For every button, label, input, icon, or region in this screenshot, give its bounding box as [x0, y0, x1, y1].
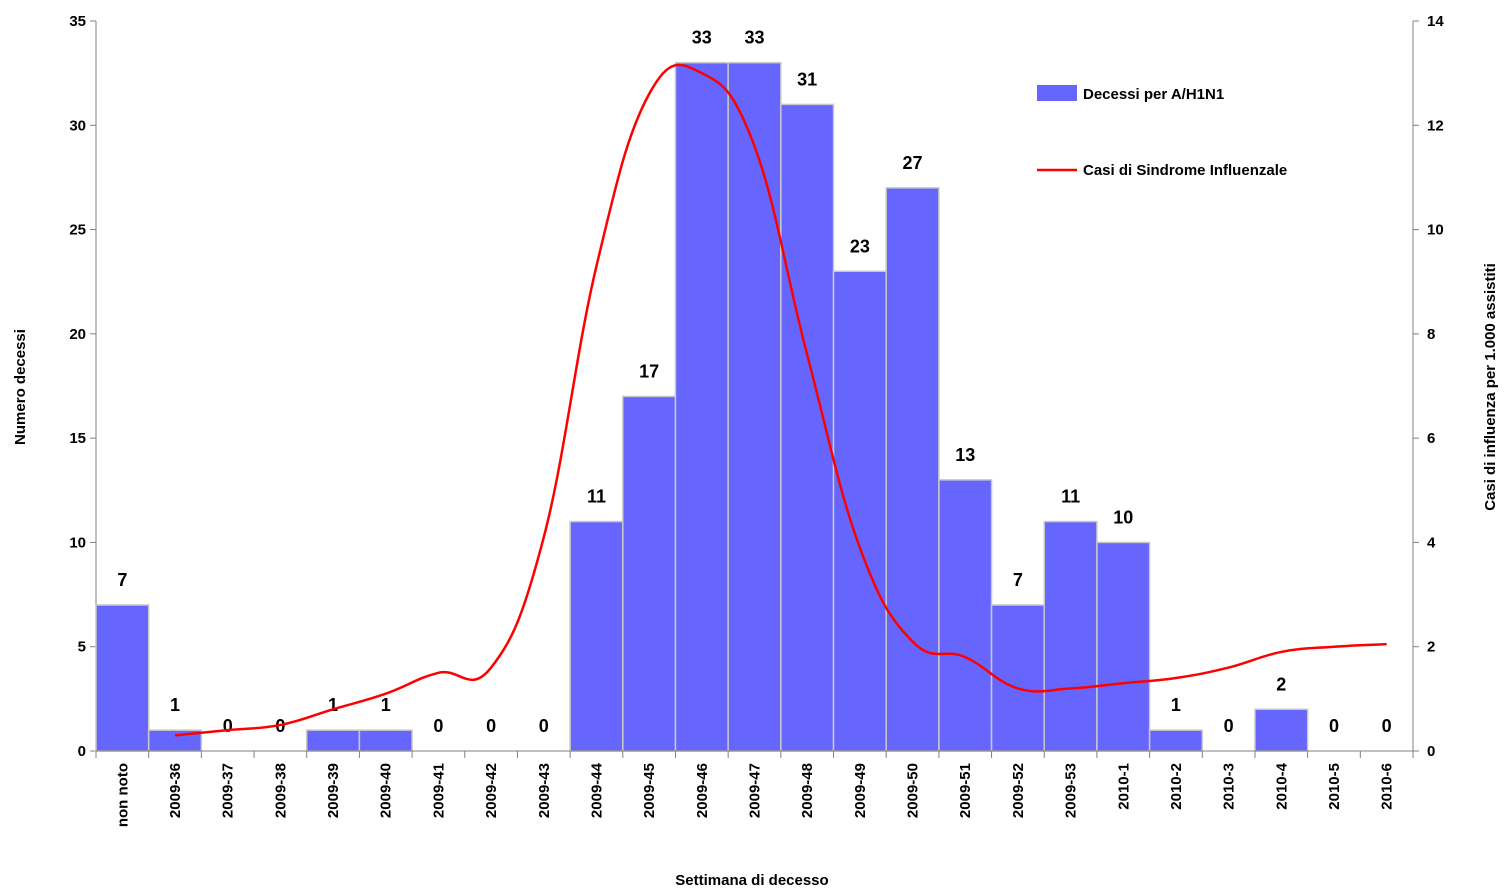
legend-label-bar: Decessi per A/H1N1 [1083, 86, 1224, 103]
x-tick-label: 2009-51 [957, 763, 974, 818]
x-tick-label: 2009-46 [694, 763, 711, 818]
legend-swatch-bar [1037, 85, 1077, 101]
y-tick-label-right: 12 [1427, 117, 1444, 134]
x-tick-label: 2009-49 [852, 763, 869, 818]
legend-label-line: Casi di Sindrome Influenzale [1083, 162, 1287, 179]
bar-data-label: 0 [1224, 716, 1234, 736]
x-tick-label: 2009-52 [1010, 763, 1027, 818]
bar-data-label: 0 [1329, 716, 1339, 736]
x-tick-label: 2009-53 [1063, 763, 1080, 818]
bar-data-label: 11 [587, 487, 606, 507]
bar [727, 61, 782, 752]
y-tick-label-right: 8 [1427, 326, 1435, 343]
x-tick-label: 2009-43 [536, 763, 553, 818]
x-tick-label: 2009-45 [641, 763, 658, 818]
y-tick-label-left: 5 [78, 639, 86, 656]
y-tick-label-right: 10 [1427, 222, 1444, 239]
bar [990, 604, 1045, 752]
bar [1148, 729, 1204, 752]
x-axis-title: Settimana di decesso [675, 872, 828, 889]
x-tick-label: 2009-50 [905, 763, 922, 818]
y-tick-label-left: 0 [78, 743, 86, 760]
bar [1043, 520, 1098, 752]
x-tick-label: 2009-39 [325, 763, 342, 818]
bar-data-label: 0 [539, 716, 549, 736]
x-tick-label: 2009-48 [799, 763, 816, 818]
line-casi-sindrome-influenzale [174, 63, 1387, 737]
y-axis-title-right: Casi di influenza per 1.000 assistiti [1482, 263, 1499, 511]
x-tick-label: 2009-36 [167, 763, 184, 818]
bar [358, 729, 413, 752]
bar-data-label: 7 [117, 570, 127, 590]
bar-data-label: 33 [692, 28, 712, 48]
y-axis-right: 0 2 4 6 8 10 12 14 [1412, 13, 1444, 760]
bar-data-label: 1 [170, 695, 180, 715]
bar-data-label: 1 [381, 695, 391, 715]
x-tick-label: 2009-40 [378, 763, 395, 818]
x-tick-label: 2009-47 [747, 763, 764, 818]
bar-data-label: 11 [1061, 487, 1080, 507]
y-tick-label-left: 30 [69, 117, 86, 134]
x-tick-label: 2009-44 [588, 762, 605, 818]
bar-data-label: 31 [797, 69, 817, 89]
bar-data-label: 0 [1382, 716, 1392, 736]
y-axis-left: 0 5 10 15 20 25 30 35 [69, 13, 97, 760]
bar [622, 395, 677, 752]
y-tick-label-right: 0 [1427, 743, 1435, 760]
bar [569, 520, 624, 752]
y-tick-label-left: 10 [69, 534, 86, 551]
x-tick-label: 2009-41 [430, 763, 447, 818]
bar-series [95, 61, 1309, 752]
bar [305, 729, 361, 752]
bar [885, 187, 940, 752]
bar [674, 61, 729, 752]
bar [1096, 541, 1151, 752]
bar-data-label: 23 [850, 236, 870, 256]
y-axis-title-left: Numero decessi [12, 329, 29, 445]
y-tick-label-right: 14 [1427, 13, 1444, 30]
bar-data-label: 27 [903, 153, 923, 173]
bar-data-label: 17 [639, 361, 659, 381]
bar-data-label: 33 [744, 28, 764, 48]
bar-data-label: 2 [1276, 674, 1286, 694]
bar [95, 604, 150, 752]
bar-data-label: 1 [1171, 695, 1181, 715]
y-tick-label-left: 25 [69, 222, 86, 239]
bar-data-label: 0 [433, 716, 443, 736]
bar [1254, 708, 1309, 752]
y-tick-label-left: 15 [69, 430, 86, 447]
bar [832, 270, 887, 752]
x-axis: non noto 2009-36 2009-37 2009-38 2009-39 2009… [95, 750, 1414, 827]
y-tick-label-left: 35 [69, 13, 86, 30]
y-tick-label-left: 20 [69, 326, 86, 343]
bar-data-label: 0 [223, 716, 233, 736]
x-tick-label: 2009-42 [483, 763, 500, 818]
y-tick-label-right: 6 [1427, 430, 1435, 447]
x-tick-label: 2010-3 [1221, 763, 1238, 810]
bar-data-label: 1 [328, 695, 338, 715]
x-tick-label: 2010-5 [1326, 763, 1343, 810]
y-tick-label-right: 4 [1427, 534, 1436, 551]
x-tick-label: 2010-4 [1273, 762, 1290, 809]
x-tick-label: 2009-38 [272, 763, 289, 818]
bar-data-label: 10 [1113, 507, 1133, 527]
x-tick-label: 2010-6 [1379, 763, 1396, 810]
legend: Decessi per A/H1N1 Casi di Sindrome Infl… [1037, 85, 1287, 179]
y-tick-label-right: 2 [1427, 639, 1435, 656]
bar-data-label: 13 [955, 445, 975, 465]
bar [938, 479, 993, 752]
x-tick-label: non noto [114, 763, 131, 827]
line-series [174, 63, 1387, 737]
x-tick-label: 2010-1 [1115, 763, 1132, 810]
bar-data-label: 0 [486, 716, 496, 736]
x-tick-label: 2010-2 [1168, 763, 1185, 810]
bar-data-label: 7 [1013, 570, 1023, 590]
x-tick-label: 2009-37 [220, 763, 237, 818]
